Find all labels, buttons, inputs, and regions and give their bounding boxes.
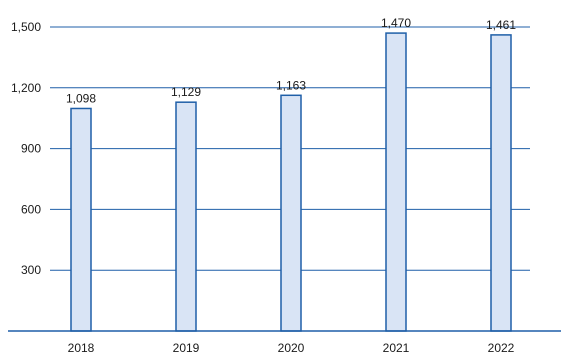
x-tick-label: 2021 <box>383 341 410 355</box>
data-label: 1,461 <box>486 18 516 32</box>
data-labels: 1,098 1,129 1,163 1,470 1,461 <box>66 16 516 105</box>
data-label: 1,129 <box>171 85 201 99</box>
bar-2022 <box>490 34 512 332</box>
bar-2020 <box>280 94 302 332</box>
y-axis: 300 600 900 1,200 1,500 <box>11 20 41 277</box>
y-tick-label: 900 <box>21 142 41 156</box>
y-tick-label: 300 <box>21 263 41 277</box>
y-tick-label: 600 <box>21 202 41 216</box>
bar-2021 <box>385 32 407 332</box>
x-tick-label: 2019 <box>173 341 200 355</box>
bar-2019 <box>175 101 197 332</box>
y-tick-label: 1,200 <box>11 81 41 95</box>
x-tick-label: 2020 <box>278 341 305 355</box>
x-axis: 2018 2019 2020 2021 2022 <box>8 330 561 355</box>
data-label: 1,098 <box>66 91 96 105</box>
bar-2018 <box>70 107 92 332</box>
y-tick-label: 1,500 <box>11 20 41 34</box>
data-label: 1,163 <box>276 78 306 92</box>
x-tick-label: 2018 <box>68 341 95 355</box>
data-label: 1,470 <box>381 16 411 30</box>
x-tick-label: 2022 <box>488 341 515 355</box>
